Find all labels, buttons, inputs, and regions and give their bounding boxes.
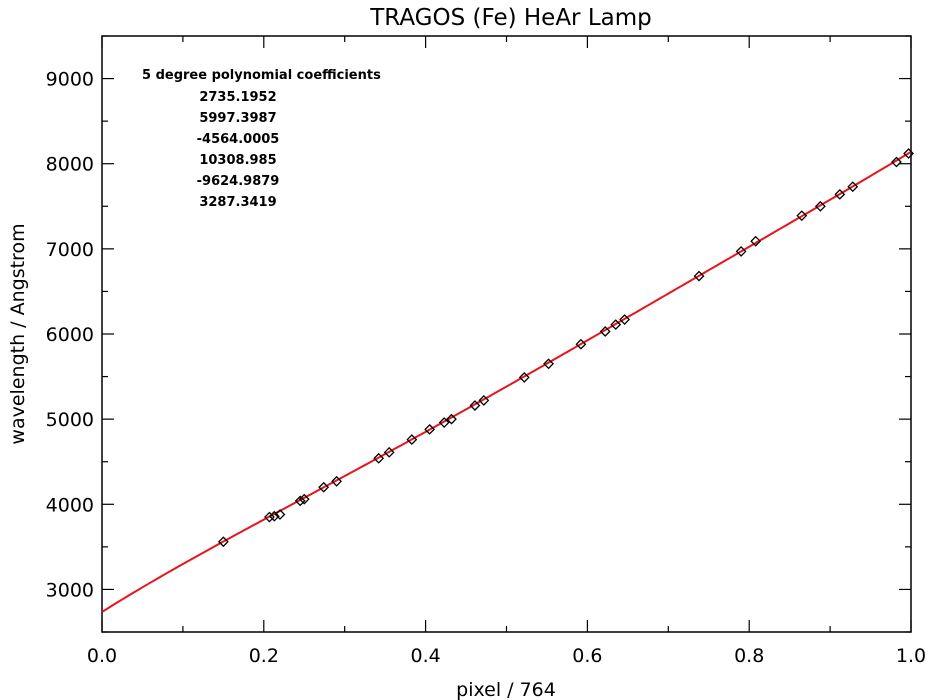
data-point-diamond <box>217 536 229 548</box>
x-tick-label: 0.6 <box>572 645 602 667</box>
data-point-diamond <box>268 510 280 522</box>
y-tick-label: 8000 <box>46 154 94 176</box>
y-tick-label: 6000 <box>46 324 94 346</box>
data-point-diamond <box>847 181 859 193</box>
coefficients-annotation: 5 degree polynomial coefficients 2735.19… <box>142 68 381 210</box>
data-point-diamond <box>543 358 554 370</box>
data-point-diamond <box>735 245 747 257</box>
x-tick-label: 0.0 <box>87 645 117 667</box>
data-point-diamond <box>575 338 587 350</box>
data-point-diamond <box>383 446 395 458</box>
data-point-diamond <box>610 319 622 331</box>
data-point-diamond <box>318 481 330 493</box>
data-point-diamond <box>518 372 530 383</box>
data-point-diamond <box>891 156 902 168</box>
data-point-diamond <box>619 314 631 325</box>
y-tick-label: 7000 <box>46 239 94 261</box>
data-point-diamond <box>264 511 275 523</box>
data-point-diamond <box>294 495 306 507</box>
y-axis-label: wavelength / Angstrom <box>7 223 29 444</box>
fit-curve-layer <box>101 150 912 613</box>
data-point-diamond <box>274 509 286 520</box>
data-point-diamond <box>373 452 385 464</box>
y-tick-label: 9000 <box>46 69 94 91</box>
data-point-diamond <box>903 148 914 159</box>
coefficient-0: 2735.1952 <box>199 90 276 105</box>
data-point-diamond <box>406 434 418 445</box>
data-point-diamond <box>693 270 705 282</box>
coefficient-3: 10308.985 <box>199 153 276 168</box>
x-tick-label: 0.8 <box>734 645 764 667</box>
data-point-diamond <box>298 493 310 505</box>
x-tick-label: 0.4 <box>410 645 440 667</box>
data-points-layer <box>217 148 914 548</box>
x-tick-label: 1.0 <box>896 645 926 667</box>
data-point-diamond <box>834 188 846 200</box>
data-point-diamond <box>478 394 490 406</box>
data-point-diamond <box>750 235 762 247</box>
axis-tick-labels: 0.0 0.2 0.4 0.6 0.8 1.0 3000 4000 5000 6000 7000 80… <box>46 69 926 667</box>
data-point-diamond <box>424 423 436 435</box>
data-point-diamond <box>814 200 826 212</box>
x-tick-label: 0.2 <box>249 645 279 667</box>
axis-ticks <box>101 35 912 633</box>
y-tick-label: 5000 <box>46 409 94 431</box>
coefficient-4: -9624.9879 <box>197 174 280 189</box>
data-point-diamond <box>599 326 611 337</box>
coefficient-1: 5997.3987 <box>199 111 276 126</box>
data-point-diamond <box>796 210 808 222</box>
coefficient-2: -4564.0005 <box>197 132 280 147</box>
x-axis-label: pixel / 764 <box>456 679 556 700</box>
data-point-diamond <box>469 400 481 411</box>
y-tick-label: 4000 <box>46 494 94 516</box>
y-tick-label: 3000 <box>46 579 94 601</box>
data-point-diamond <box>438 417 450 428</box>
coefficient-5: 3287.3419 <box>199 195 276 210</box>
chart-title: TRAGOS (Fe) HeAr Lamp <box>369 5 652 31</box>
data-point-diamond <box>446 413 457 425</box>
data-point-diamond <box>331 475 343 487</box>
polynomial-fit-line <box>101 150 912 613</box>
coefficients-heading: 5 degree polynomial coefficients <box>142 68 381 83</box>
